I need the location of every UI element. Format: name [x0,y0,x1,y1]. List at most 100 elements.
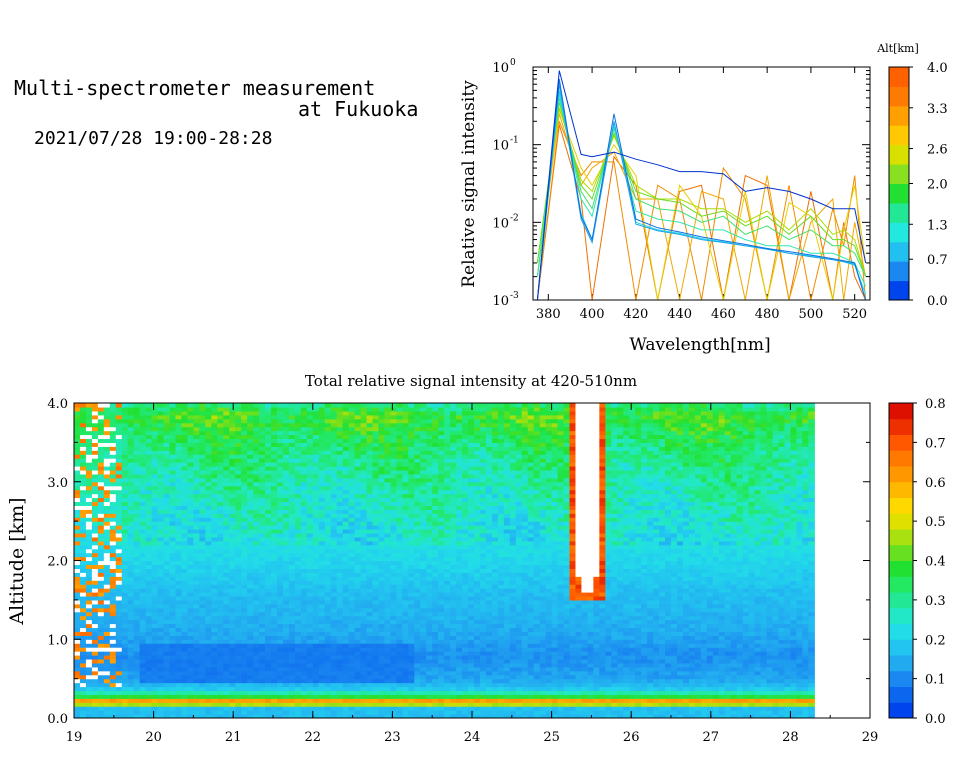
heatmap-cell [342,525,350,530]
heatmap-cell [276,580,284,585]
heatmap-cell [390,631,397,636]
heatmap-cell [426,572,433,577]
heatmap-cell [378,580,386,585]
heatmap-cell [151,627,159,632]
heatmap-cell [336,418,344,424]
heatmap-cell [74,489,81,495]
heatmap-cell [360,607,368,613]
heatmap-cell [396,446,403,451]
heatmap-cell [259,694,266,699]
heatmap-cell [366,473,374,479]
heatmap-cell [294,670,302,676]
heatmap-cell [288,485,296,491]
heatmap-cell [145,509,153,514]
heatmap-cell [342,639,350,644]
heatmap-cell [271,556,278,562]
heatmap-cell [145,623,153,629]
heatmap-cell [372,406,380,412]
heatmap-cell [265,446,272,451]
heatmap-cell [432,706,439,711]
heatmap-cell [354,682,362,688]
heatmap-cell [91,611,99,617]
heatmap-cell [247,694,254,699]
heatmap-cell [229,426,236,432]
heatmap-cell [211,607,218,613]
heatmap-cell [426,678,433,684]
heatmap-cell [205,639,212,644]
heatmap-cell [205,406,212,412]
heatmap-cell [145,572,153,577]
heatmap-cell [348,513,356,518]
heatmap-cell [181,422,189,428]
heatmap-cell [199,477,206,483]
heatmap-cell [366,647,374,652]
heatmap-cell [420,627,427,632]
heatmap-cell [205,576,212,581]
heatmap-cell [271,643,278,648]
heatmap-cell [235,406,242,412]
heatmap-cell [199,651,206,656]
heatmap-cell [139,592,147,597]
heatmap-cell [300,678,308,684]
heatmap-cell [79,655,87,660]
heatmap-cell [199,426,206,432]
heatmap-cell [211,592,218,597]
heatmap-cell [193,666,200,672]
heatmap-cell [91,694,99,699]
heatmap-cell [97,426,105,432]
heatmap-cell [97,627,105,632]
heatmap-cell [175,536,183,542]
heatmap-cell [259,410,266,416]
heatmap-cell [372,702,380,707]
heatmap-cell [181,426,189,432]
heatmap-cell [384,477,392,483]
heatmap-cell [79,426,87,432]
heatmap-cell [366,658,374,664]
heatmap-cell [426,592,433,597]
heatmap-cell [342,564,350,569]
heatmap-cell [390,694,397,699]
heatmap-cell [199,552,206,558]
heatmap-cell [139,603,147,609]
heatmap-cell [259,406,266,412]
heatmap-cell [259,647,266,652]
heatmap-cell [139,552,147,558]
heatmap-cell [372,450,380,455]
heatmap-cell [312,607,320,613]
heatmap-cell [360,406,368,412]
heatmap-cell [121,458,129,463]
heatmap-cell [253,623,260,629]
heatmap-cell [306,647,314,652]
heatmap-cell [205,501,212,506]
heatmap-cell [336,595,344,601]
heatmap-cell [211,580,218,585]
heatmap-cell [360,434,368,440]
heatmap-cell [181,450,189,455]
heatmap-cell [360,525,368,530]
heatmap-cell [300,525,308,530]
heatmap-cell [312,426,320,432]
heatmap-cell [103,422,111,428]
heatmap-cell [193,690,200,695]
heatmap-cell [324,694,332,699]
heatmap-cell [306,403,314,408]
heatmap-cell [133,477,141,483]
heatmap-cell [300,627,308,632]
heatmap-cell [265,619,272,625]
heatmap-cell [79,485,87,491]
heatmap-cell [306,434,314,440]
heatmap-cell [229,477,236,483]
heatmap-cell [181,501,189,506]
heatmap-cell [282,422,290,428]
heatmap-cell [169,540,177,546]
heatmap-cell [312,694,320,699]
heatmap-cell [282,568,290,573]
heatmap-cell [288,529,296,534]
heatmap-cell [426,505,433,510]
heatmap-cell [420,477,427,483]
heatmap-cell [151,430,159,436]
heatmap-cell [74,493,81,499]
heatmap-cell [306,552,314,558]
heatmap-cell [360,446,368,451]
heatmap-cell [187,690,194,695]
